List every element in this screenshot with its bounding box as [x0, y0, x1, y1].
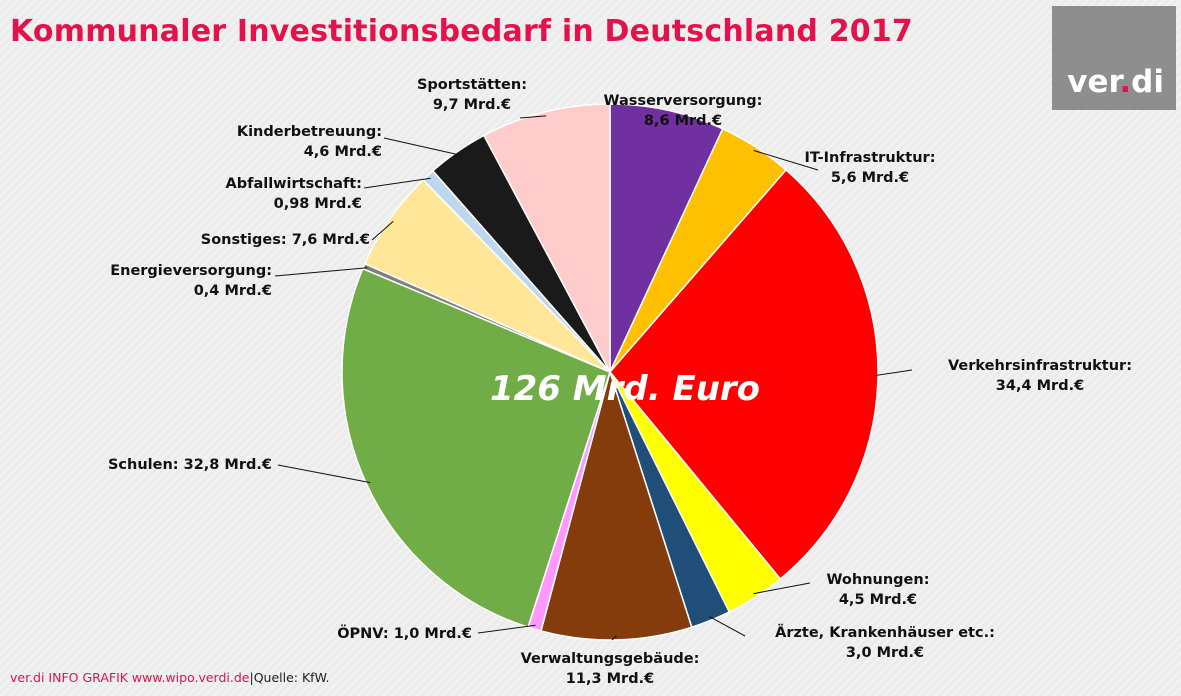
leader-line-2: [873, 369, 913, 377]
leader-line-3: [753, 582, 811, 595]
pie-slice-12: [482, 103, 611, 373]
logo-text: ver.di: [1067, 64, 1164, 100]
leader-line-0: [659, 113, 668, 119]
slice-label-4: Ärzte, Krankenhäuser etc.: 3,0 Mrd.€: [775, 624, 995, 661]
leader-line-5: [611, 635, 617, 641]
pie-slice-5: [540, 369, 693, 641]
leader-line-1: [753, 150, 819, 171]
slice-label-8: Energieversorgung: 0,4 Mrd.€: [110, 263, 272, 299]
leader-line-10: [363, 177, 431, 189]
leader-line-9: [371, 220, 394, 241]
footer-brand: ver.di INFO GRAFIK www.wipo.verdi.de: [10, 670, 250, 685]
logo-dot: .: [1119, 64, 1132, 100]
total-label: 126 Mrd. Euro: [490, 369, 760, 409]
logo-text-b: di: [1131, 64, 1164, 100]
slice-label-2: Verkehrsinfrastruktur: 34,4 Mrd.€: [948, 358, 1132, 394]
slice-labels: Wasserversorgung: 8,6 Mrd.€ IT-Infrastrukt…: [108, 77, 1132, 687]
slice-label-7: Schulen: 32,8 Mrd.€: [108, 457, 272, 473]
slice-label-12: Sportstätten: 9,7 Mrd.€: [417, 77, 527, 113]
chart-title: Kommunaler Investitionsbedarf in Deutsch…: [10, 14, 913, 49]
slice-label-5: Verwaltungsgebäude: 11,3 Mrd.€: [521, 651, 700, 687]
leader-line-11: [383, 137, 460, 156]
logo-text-a: ver: [1067, 64, 1120, 100]
footer: ver.di INFO GRAFIK www.wipo.verdi.de|Que…: [10, 670, 329, 685]
slice-label-9: Sonstiges: 7,6 Mrd.€: [201, 232, 370, 248]
pie-slice-7: [341, 267, 611, 629]
slice-label-10: Abfallwirtschaft: 0,98 Mrd.€: [226, 176, 362, 212]
leader-line-4: [709, 616, 746, 637]
footer-separator: |: [249, 670, 254, 685]
leader-line-8: [274, 267, 368, 277]
slice-label-1: IT-Infrastruktur: 5,6 Mrd.€: [804, 150, 935, 186]
slice-label-11: Kinderbetreuung: 4,6 Mrd.€: [237, 124, 382, 160]
leader-lines: [274, 113, 913, 641]
slice-label-0: Wasserversorgung: 8,6 Mrd.€: [604, 93, 763, 129]
slice-label-3: Wohnungen: 4,5 Mrd.€: [826, 572, 929, 608]
footer-source: Quelle: KfW.: [253, 670, 330, 685]
pie-slice-0: [609, 103, 724, 373]
pie-slice-2: [609, 168, 879, 581]
leader-line-7: [277, 464, 371, 484]
pie-slices: [341, 103, 879, 641]
verdi-logo: ver.di: [1052, 6, 1176, 110]
slice-label-6: ÖPNV: 1,0 Mrd.€: [337, 624, 472, 642]
leader-line-6: [477, 624, 536, 634]
leader-line-12: [519, 115, 547, 119]
